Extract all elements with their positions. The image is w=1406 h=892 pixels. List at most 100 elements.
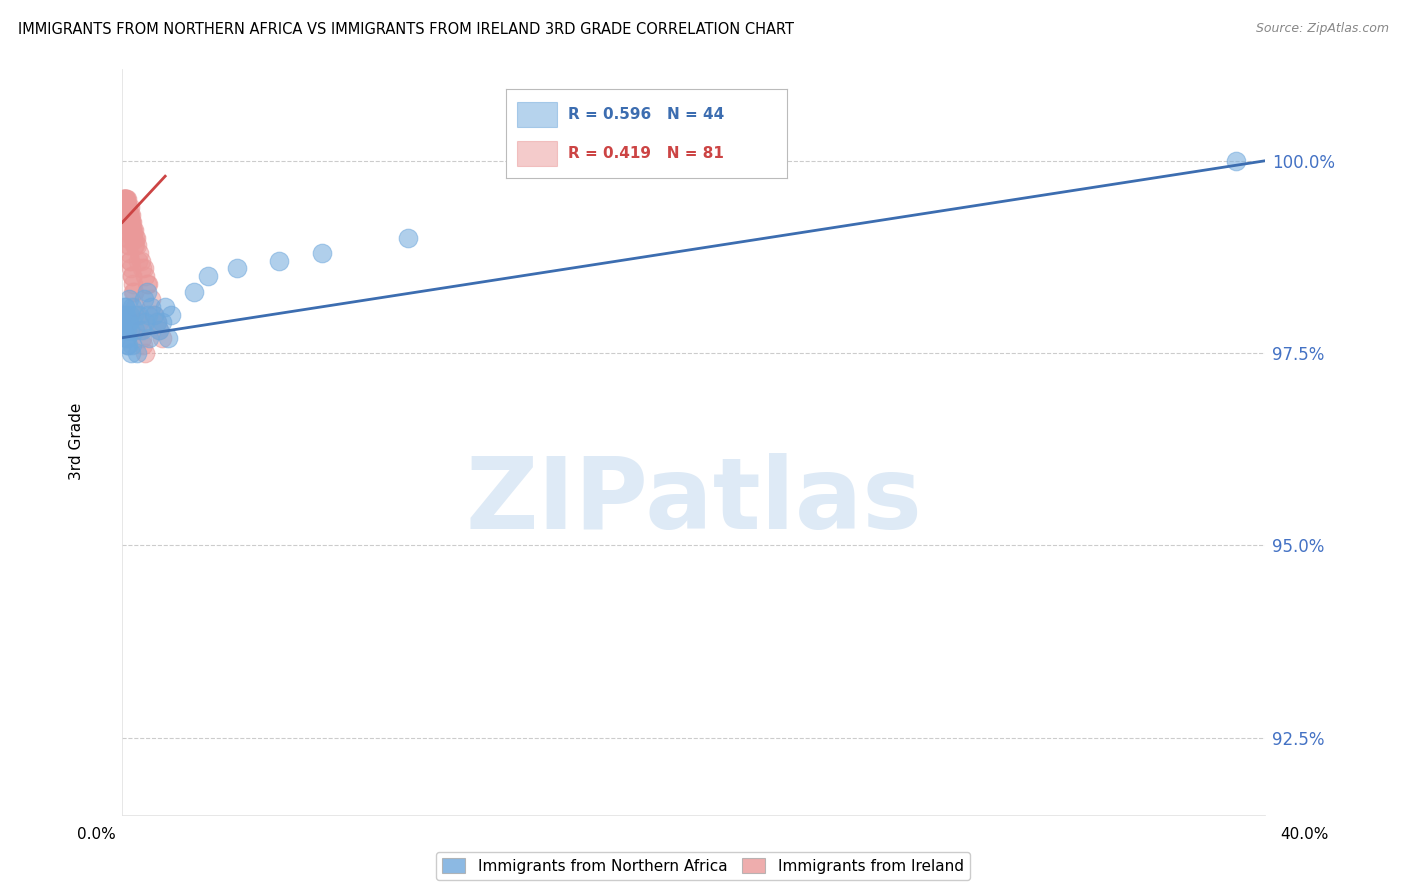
Point	[118, 208, 141, 222]
Point	[114, 192, 136, 206]
Point	[118, 315, 141, 329]
Point	[124, 300, 146, 314]
Point	[114, 315, 136, 329]
Point	[124, 231, 146, 245]
Point	[153, 300, 176, 314]
Point	[139, 292, 162, 306]
Point	[115, 192, 138, 206]
Point	[114, 300, 136, 314]
Text: 3rd Grade: 3rd Grade	[69, 403, 84, 480]
Point	[115, 200, 138, 214]
Point	[117, 315, 139, 329]
Point	[115, 223, 138, 237]
Point	[112, 200, 135, 214]
Point	[131, 323, 153, 337]
Point	[117, 231, 139, 245]
FancyBboxPatch shape	[517, 102, 557, 127]
Point	[120, 308, 142, 322]
Point	[114, 215, 136, 229]
Point	[115, 200, 138, 214]
Text: 0.0%: 0.0%	[77, 827, 117, 841]
Point	[131, 261, 153, 276]
Point	[121, 215, 143, 229]
Point	[112, 308, 135, 322]
Point	[121, 231, 143, 245]
Point	[117, 238, 139, 252]
Point	[117, 331, 139, 345]
Point	[124, 323, 146, 337]
Point	[150, 315, 173, 329]
Point	[136, 308, 159, 322]
Text: 40.0%: 40.0%	[1281, 827, 1329, 841]
Point	[122, 308, 145, 322]
Point	[225, 261, 247, 276]
Point	[118, 208, 141, 222]
Point	[118, 238, 141, 252]
Point	[118, 215, 141, 229]
Point	[114, 192, 136, 206]
Point	[117, 208, 139, 222]
Point	[120, 208, 142, 222]
Point	[114, 215, 136, 229]
Point	[122, 285, 145, 299]
Text: Source: ZipAtlas.com: Source: ZipAtlas.com	[1256, 22, 1389, 36]
Point	[124, 238, 146, 252]
Point	[117, 200, 139, 214]
FancyBboxPatch shape	[517, 141, 557, 166]
Point	[122, 231, 145, 245]
Point	[197, 269, 219, 284]
Point	[114, 308, 136, 322]
Point	[120, 261, 142, 276]
Point	[115, 323, 138, 337]
Point	[269, 253, 291, 268]
Point	[124, 238, 146, 252]
Point	[114, 192, 136, 206]
Point	[135, 285, 157, 299]
Point	[134, 315, 156, 329]
Point	[148, 323, 170, 337]
Point	[115, 231, 138, 245]
Point	[121, 338, 143, 352]
Point	[118, 292, 141, 306]
Point	[120, 223, 142, 237]
Point	[120, 215, 142, 229]
Point	[132, 292, 155, 306]
Point	[117, 338, 139, 352]
Text: IMMIGRANTS FROM NORTHERN AFRICA VS IMMIGRANTS FROM IRELAND 3RD GRADE CORRELATION: IMMIGRANTS FROM NORTHERN AFRICA VS IMMIG…	[18, 22, 794, 37]
Point	[117, 200, 139, 214]
Point	[125, 231, 148, 245]
Point	[112, 192, 135, 206]
Point	[122, 285, 145, 299]
Point	[160, 308, 183, 322]
Point	[112, 192, 135, 206]
Point	[128, 315, 150, 329]
Point	[129, 253, 152, 268]
Point	[132, 261, 155, 276]
Point	[131, 331, 153, 345]
Point	[122, 223, 145, 237]
Point	[121, 300, 143, 314]
Point	[121, 269, 143, 284]
Point	[134, 269, 156, 284]
Point	[112, 208, 135, 222]
Point	[121, 277, 143, 291]
Point	[396, 231, 419, 245]
Point	[142, 308, 165, 322]
Point	[120, 346, 142, 360]
Point	[122, 223, 145, 237]
Text: ZIPatlas: ZIPatlas	[465, 453, 922, 549]
Point	[125, 238, 148, 252]
Point	[138, 331, 160, 345]
Point	[183, 285, 205, 299]
Point	[157, 331, 180, 345]
Text: R = 0.419   N = 81: R = 0.419 N = 81	[568, 146, 724, 161]
Point	[127, 253, 149, 268]
Point	[132, 338, 155, 352]
Point	[135, 277, 157, 291]
Point	[115, 200, 138, 214]
Point	[114, 300, 136, 314]
Legend: Immigrants from Northern Africa, Immigrants from Ireland: Immigrants from Northern Africa, Immigra…	[436, 852, 970, 880]
Point	[139, 300, 162, 314]
Point	[134, 346, 156, 360]
Point	[117, 200, 139, 214]
